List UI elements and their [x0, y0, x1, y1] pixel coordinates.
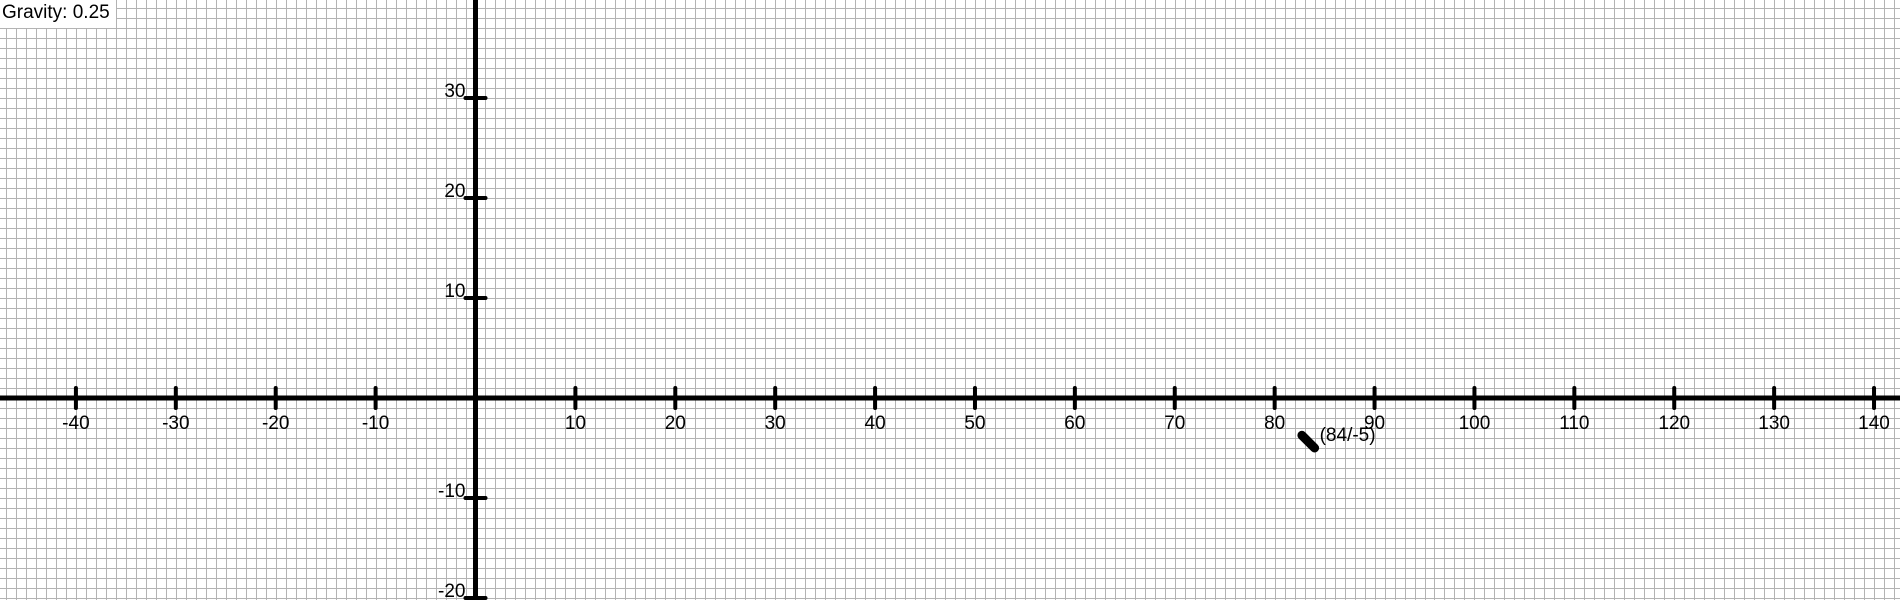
x-tick-label: 60 — [1064, 413, 1085, 434]
x-tick-label: 130 — [1758, 413, 1790, 434]
x-tick-label: 20 — [665, 413, 686, 434]
x-tick-label: 40 — [865, 413, 886, 434]
x-tick-label: 110 — [1559, 413, 1589, 434]
x-tick-label: 10 — [565, 413, 586, 434]
y-tick-label: -20 — [438, 581, 465, 600]
y-tick-label: 20 — [444, 181, 465, 202]
x-tick-label: 100 — [1459, 413, 1491, 434]
y-tick-label: -10 — [438, 481, 465, 502]
axis-ticks: -40 -30 -20 -10 10 20 30 40 50 60 70 80 90 100 110 120 1… — [62, 81, 1890, 600]
particle-marker[interactable] — [1297, 430, 1320, 453]
particle-coordinate-label: (84/-5) — [1320, 425, 1376, 446]
gravity-value: 0.25 — [72, 2, 110, 23]
x-tick-label: -30 — [162, 413, 189, 434]
x-tick-label: 70 — [1164, 413, 1185, 434]
x-tick-label: 80 — [1264, 413, 1285, 434]
x-tick-label: 30 — [765, 413, 786, 434]
x-tick-label: -20 — [262, 413, 289, 434]
x-tick-label: -10 — [362, 413, 389, 434]
particle-group: (84/-5) — [1297, 425, 1376, 453]
y-tick-label: 30 — [444, 81, 465, 102]
x-tick-label: -40 — [62, 413, 89, 434]
x-tick-label: 90 — [1364, 413, 1385, 434]
x-tick-label: 140 — [1858, 413, 1890, 434]
gravity-readout: Gravity: 0.25 — [0, 0, 116, 28]
y-tick-label: 10 — [444, 281, 465, 302]
x-tick-label: 120 — [1658, 413, 1690, 434]
gravity-label: Gravity: — [2, 2, 68, 23]
x-tick-label: 50 — [964, 413, 985, 434]
